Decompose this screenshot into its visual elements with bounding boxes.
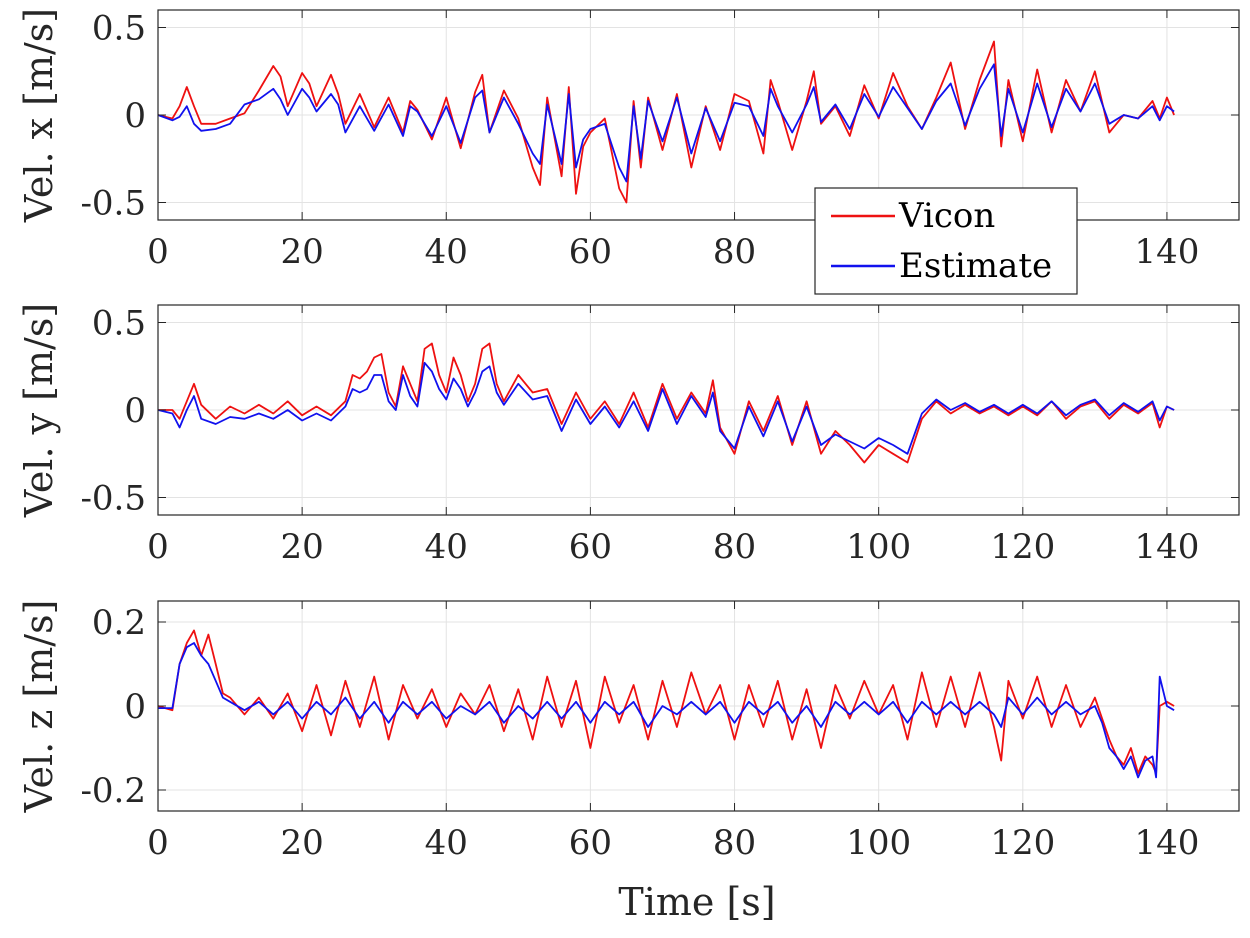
y-axis-title: Vel. z [m/s] bbox=[17, 600, 61, 814]
y-tick-label: 0.5 bbox=[92, 9, 146, 49]
y-tick-label: 0 bbox=[124, 687, 146, 727]
x-tick-label: 140 bbox=[1134, 527, 1199, 567]
x-tick-label: 0 bbox=[147, 823, 169, 863]
y-tick-label: 0.5 bbox=[92, 304, 146, 344]
x-tick-label: 0 bbox=[147, 527, 169, 567]
x-tick-label: 60 bbox=[569, 823, 612, 863]
y-tick-label: 0 bbox=[124, 96, 146, 136]
y-axis-title: Vel. y [m/s] bbox=[17, 303, 61, 518]
y-axis-title: Vel. x [m/s] bbox=[17, 8, 61, 223]
x-tick-label: 80 bbox=[713, 527, 756, 567]
y-tick-label: 0 bbox=[124, 391, 146, 431]
x-axis-title: Time [s] bbox=[618, 880, 775, 924]
x-tick-label: 40 bbox=[425, 527, 468, 567]
legend: Vicon Estimate bbox=[814, 187, 1078, 295]
y-tick-label: -0.5 bbox=[80, 184, 146, 224]
x-tick-label: 40 bbox=[425, 232, 468, 272]
x-tick-label: 20 bbox=[281, 232, 324, 272]
x-tick-label: 20 bbox=[281, 527, 324, 567]
series-vicon-line bbox=[158, 629, 1175, 775]
x-tick-label: 80 bbox=[713, 823, 756, 863]
series-estimate-line bbox=[158, 63, 1175, 183]
x-tick-label: 140 bbox=[1134, 823, 1199, 863]
x-tick-label: 80 bbox=[713, 232, 756, 272]
x-tick-label: 20 bbox=[281, 823, 324, 863]
legend-label-estimate: Estimate bbox=[899, 246, 1052, 286]
legend-box bbox=[814, 187, 1078, 295]
series-estimate-line bbox=[158, 361, 1175, 455]
y-tick-label: 0.2 bbox=[92, 603, 146, 643]
x-tick-label: 140 bbox=[1134, 232, 1199, 272]
y-tick-label: -0.2 bbox=[80, 771, 146, 811]
x-tick-label: 0 bbox=[147, 232, 169, 272]
x-tick-label: 120 bbox=[990, 527, 1055, 567]
series-vicon-line bbox=[158, 342, 1175, 464]
x-tick-label: 60 bbox=[569, 232, 612, 272]
x-tick-label: 60 bbox=[569, 527, 612, 567]
legend-label-vicon: Vicon bbox=[898, 196, 995, 236]
x-tick-label: 100 bbox=[846, 823, 911, 863]
x-tick-label: 120 bbox=[990, 823, 1055, 863]
x-tick-label: 100 bbox=[846, 527, 911, 567]
series-estimate-line bbox=[158, 642, 1175, 779]
y-tick-label: -0.5 bbox=[80, 479, 146, 519]
x-tick-label: 40 bbox=[425, 823, 468, 863]
